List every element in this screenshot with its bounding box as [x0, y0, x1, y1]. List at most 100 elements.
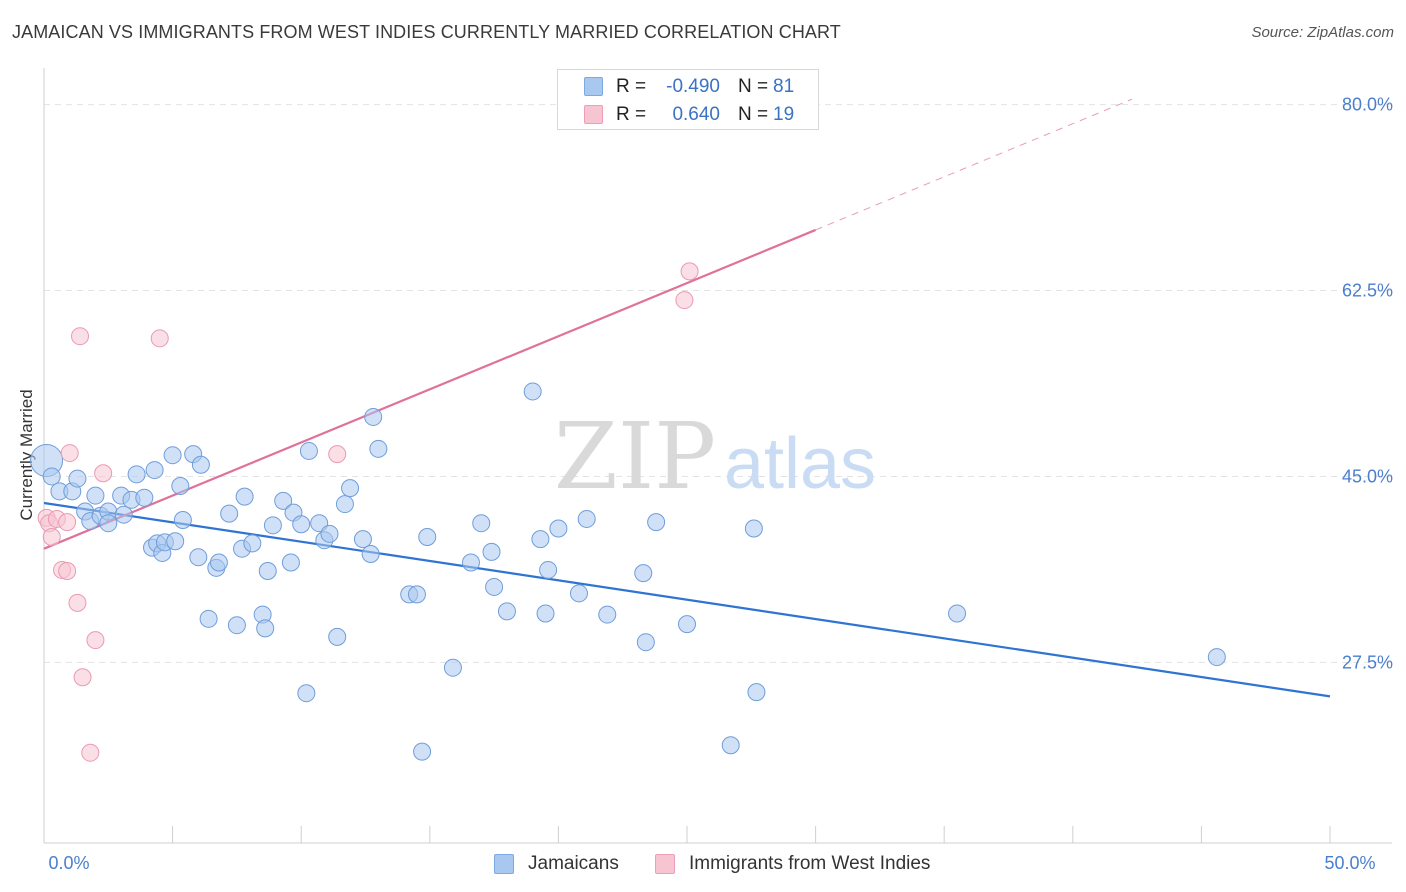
jamaicans-trend-line [43, 501, 1331, 698]
jamaicans-point [443, 658, 462, 677]
jamaicans-point [549, 519, 568, 538]
jamaicans-point [361, 545, 380, 563]
west-indies-point [68, 593, 87, 612]
jamaicans-point [598, 605, 617, 624]
r-value: 0.640 [672, 104, 720, 125]
jamaicans-point [1207, 648, 1226, 667]
n-label: N = [738, 104, 769, 125]
west-indies-point [150, 329, 169, 348]
jamaicans-point [536, 604, 555, 623]
jamaicans-point [320, 524, 339, 543]
y-tick-label: 45.0% [1342, 466, 1393, 486]
jamaicans-point [497, 602, 516, 621]
west-indies-point [328, 445, 347, 464]
jamaicans-point [539, 560, 558, 579]
jamaicans-point [209, 553, 228, 572]
jamaicans-point [634, 564, 653, 583]
west-indies-point [42, 528, 61, 546]
n-label: N = [738, 76, 769, 97]
y-tick-label: 62.5% [1342, 281, 1393, 301]
jamaicans-point [577, 509, 596, 528]
jamaicans-point [256, 619, 275, 638]
west-indies-point [94, 464, 113, 483]
jamaicans-point [569, 584, 588, 603]
west-indies-point [60, 444, 79, 463]
stats-row-west-indies: R = 0.640 N = 19 [558, 101, 818, 127]
jamaicans-point [721, 736, 740, 755]
jamaicans-point [369, 439, 388, 458]
jamaicans-point [274, 491, 293, 510]
west-indies-point [58, 562, 77, 580]
x-tick-label: 0.0% [48, 853, 89, 873]
chart-title: JAMAICAN VS IMMIGRANTS FROM WEST INDIES … [12, 22, 841, 42]
jamaicans-point [199, 609, 218, 628]
west-indies-trend-line [43, 228, 817, 550]
data-points [30, 262, 1226, 762]
jamaicans-point [114, 505, 133, 524]
jamaicans-point [364, 407, 383, 426]
r-value: -0.490 [666, 76, 720, 97]
legend-label: Immigrants from West Indies [689, 853, 931, 874]
jamaicans-point [166, 532, 185, 551]
watermark: ZIP atlas [554, 403, 876, 510]
r-label: R = [616, 104, 647, 125]
jamaicans-point [243, 534, 262, 553]
watermark-atlas: atlas [724, 424, 876, 504]
chart-legend: Jamaicans Immigrants from West Indies [0, 852, 1406, 878]
trend-lines [43, 98, 1331, 698]
jamaicans-point [407, 585, 426, 604]
jamaicans-point [292, 515, 311, 534]
west-indies-point [73, 668, 92, 687]
correlation-stats-box: R = -0.490 N = 81 R = 0.640 N = 19 [557, 69, 819, 130]
jamaicans-point [86, 486, 105, 505]
jamaicans-point [235, 487, 254, 506]
jamaicans-point [523, 382, 542, 401]
jamaicans-point [258, 562, 277, 580]
jamaicans-point [341, 479, 360, 498]
jamaicans-point [299, 441, 318, 460]
jamaicans-point [328, 627, 347, 646]
grid-lines [44, 104, 1392, 663]
n-value: 81 [773, 76, 795, 97]
jamaicans-point [647, 513, 666, 532]
jamaicans-point [220, 504, 239, 523]
west-indies-point [81, 743, 100, 762]
source-credit: Source: ZipAtlas.com [1251, 24, 1394, 41]
jamaicans-point [948, 604, 967, 623]
jamaicans-point [482, 542, 501, 561]
jamaicans-point [189, 548, 208, 567]
jamaicans-point [335, 495, 354, 514]
jamaicans-point [472, 514, 491, 533]
jamaicans-point [191, 455, 210, 474]
jamaicans-point [678, 615, 696, 634]
jamaicans-point [171, 477, 190, 495]
jamaicans-swatch [584, 77, 603, 96]
west-indies-point [675, 291, 694, 310]
y-tick-label: 80.0% [1342, 95, 1393, 115]
tick-labels: 80.0% 62.5% 45.0% 27.5% 0.0% 50.0% [48, 95, 1393, 873]
jamaicans-point [173, 511, 192, 529]
y-tick-label: 27.5% [1342, 652, 1393, 672]
west-indies-point [71, 327, 90, 346]
watermark-zip: ZIP [554, 403, 716, 510]
west-indies-swatch [584, 105, 603, 124]
jamaicans-point [263, 516, 282, 535]
r-label: R = [616, 76, 647, 97]
jamaicans-point [531, 530, 550, 549]
jamaicans-point [413, 742, 432, 761]
west-indies-trend-extension [815, 98, 1133, 231]
legend-label: Jamaicans [528, 853, 619, 874]
west-indies-point [86, 631, 105, 650]
jamaicans-point [418, 528, 437, 546]
legend-swatch-west-indies [655, 854, 675, 874]
jamaicans-point [281, 553, 300, 572]
west-indies-point [58, 513, 77, 532]
jamaicans-point [297, 684, 316, 703]
west-indies-point [680, 262, 699, 281]
axes [43, 68, 1392, 844]
jamaicans-point [744, 519, 763, 538]
jamaicans-point [42, 467, 61, 486]
jamaicans-point [99, 514, 118, 533]
jamaicans-point [636, 633, 655, 652]
